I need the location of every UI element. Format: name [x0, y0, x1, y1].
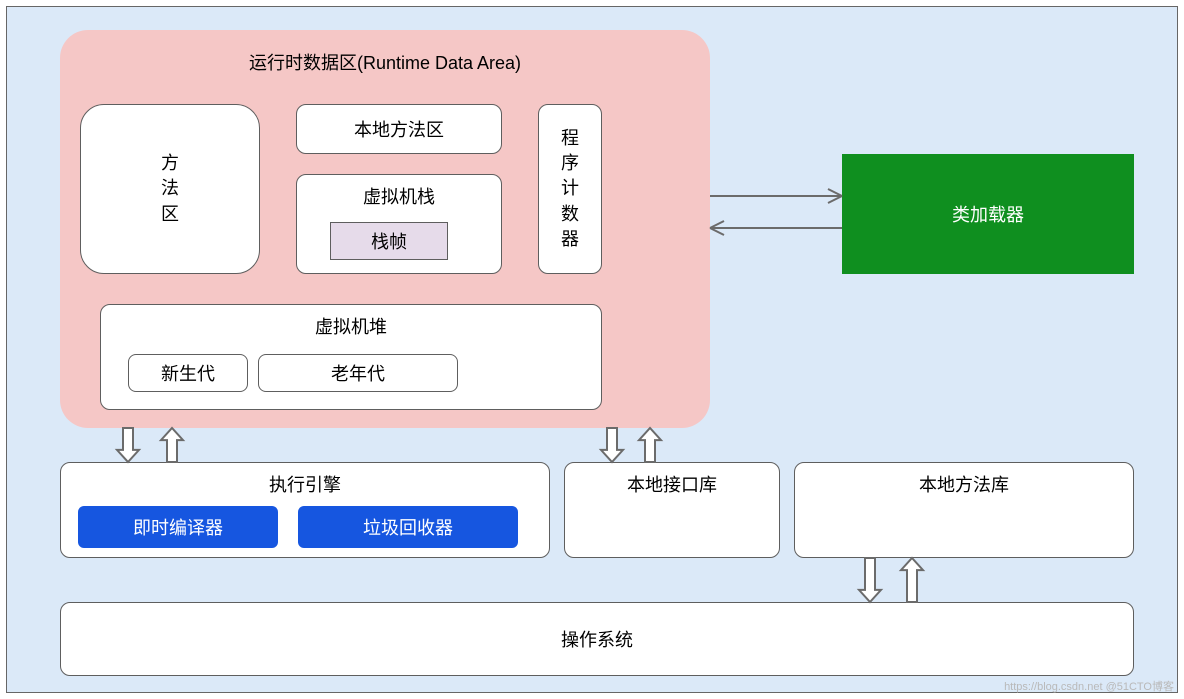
method-area: 方 法 区	[80, 104, 260, 274]
native-interface-label: 本地接口库	[627, 471, 717, 497]
garbage-collector-label: 垃圾回收器	[363, 514, 453, 540]
stack-frame: 栈帧	[330, 222, 448, 260]
method-area-label: 方 法 区	[161, 151, 179, 227]
stack-frame-label: 栈帧	[371, 228, 407, 254]
operating-system: 操作系统	[60, 602, 1134, 676]
native-lib: 本地方法库	[794, 462, 1134, 558]
vm-stack-label: 虚拟机栈	[363, 183, 435, 209]
young-gen: 新生代	[128, 354, 248, 392]
watermark: https://blog.csdn.net @51CTO博客	[1004, 677, 1174, 695]
jit-compiler: 即时编译器	[78, 506, 278, 548]
classloader-label: 类加载器	[952, 201, 1024, 227]
pc-register: 程 序 计 数 器	[538, 104, 602, 274]
runtime-title: 运行时数据区(Runtime Data Area)	[60, 44, 710, 80]
garbage-collector: 垃圾回收器	[298, 506, 518, 548]
pc-register-label: 程 序 计 数 器	[561, 126, 579, 252]
operating-system-label: 操作系统	[561, 626, 633, 652]
native-method-area: 本地方法区	[296, 104, 502, 154]
native-interface: 本地接口库	[564, 462, 780, 558]
young-gen-label: 新生代	[161, 360, 215, 386]
vm-heap-label: 虚拟机堆	[315, 313, 387, 339]
old-gen-label: 老年代	[331, 360, 385, 386]
jit-compiler-label: 即时编译器	[133, 514, 223, 540]
native-method-area-label: 本地方法区	[354, 116, 444, 142]
old-gen: 老年代	[258, 354, 458, 392]
classloader: 类加载器	[842, 154, 1134, 274]
native-lib-label: 本地方法库	[919, 471, 1009, 497]
exec-engine-label: 执行引擎	[269, 471, 341, 497]
